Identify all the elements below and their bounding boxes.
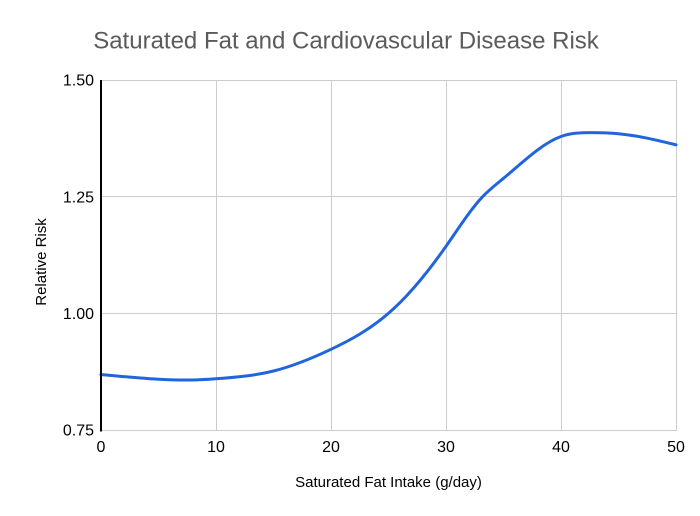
svg-text:30: 30	[437, 439, 455, 456]
svg-text:1.00: 1.00	[63, 306, 94, 323]
svg-text:40: 40	[552, 439, 570, 456]
svg-text:1.25: 1.25	[63, 189, 94, 206]
svg-text:50: 50	[667, 439, 685, 456]
svg-text:20: 20	[322, 439, 340, 456]
svg-text:Saturated Fat and Cardiovascul: Saturated Fat and Cardiovascular Disease…	[93, 28, 600, 55]
svg-text:10: 10	[207, 439, 225, 456]
svg-text:Saturated Fat Intake (g/day): Saturated Fat Intake (g/day)	[295, 474, 482, 491]
svg-text:0.75: 0.75	[63, 423, 94, 440]
svg-text:1.50: 1.50	[63, 73, 94, 90]
svg-text:0: 0	[97, 439, 106, 456]
svg-text:Relative Risk: Relative Risk	[33, 218, 50, 306]
